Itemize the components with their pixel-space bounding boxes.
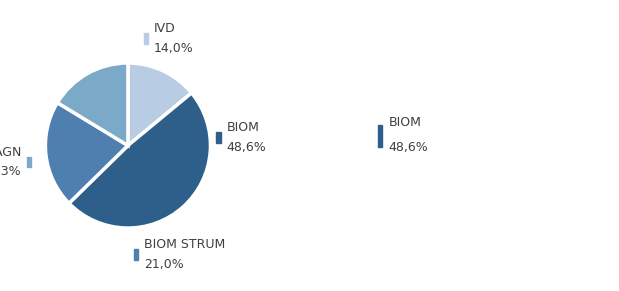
- Bar: [378, 125, 383, 147]
- Text: 48,6%: 48,6%: [227, 141, 266, 154]
- Bar: [217, 132, 221, 143]
- Text: IVD: IVD: [154, 22, 176, 35]
- Wedge shape: [128, 63, 191, 146]
- Text: BIOM: BIOM: [389, 116, 422, 129]
- Bar: [134, 249, 139, 260]
- Text: BIOM: BIOM: [227, 121, 259, 134]
- Text: 21,0%: 21,0%: [144, 258, 184, 271]
- Wedge shape: [58, 63, 128, 146]
- Text: 14,0%: 14,0%: [154, 42, 194, 54]
- Bar: [27, 157, 31, 167]
- Text: ELETTR DIAGN: ELETTR DIAGN: [0, 146, 21, 159]
- Wedge shape: [45, 103, 128, 203]
- Text: BIOM STRUM: BIOM STRUM: [144, 238, 225, 251]
- Text: 16,3%: 16,3%: [0, 165, 21, 178]
- Bar: [144, 33, 149, 44]
- Text: 48,6%: 48,6%: [389, 141, 428, 154]
- Wedge shape: [69, 93, 210, 228]
